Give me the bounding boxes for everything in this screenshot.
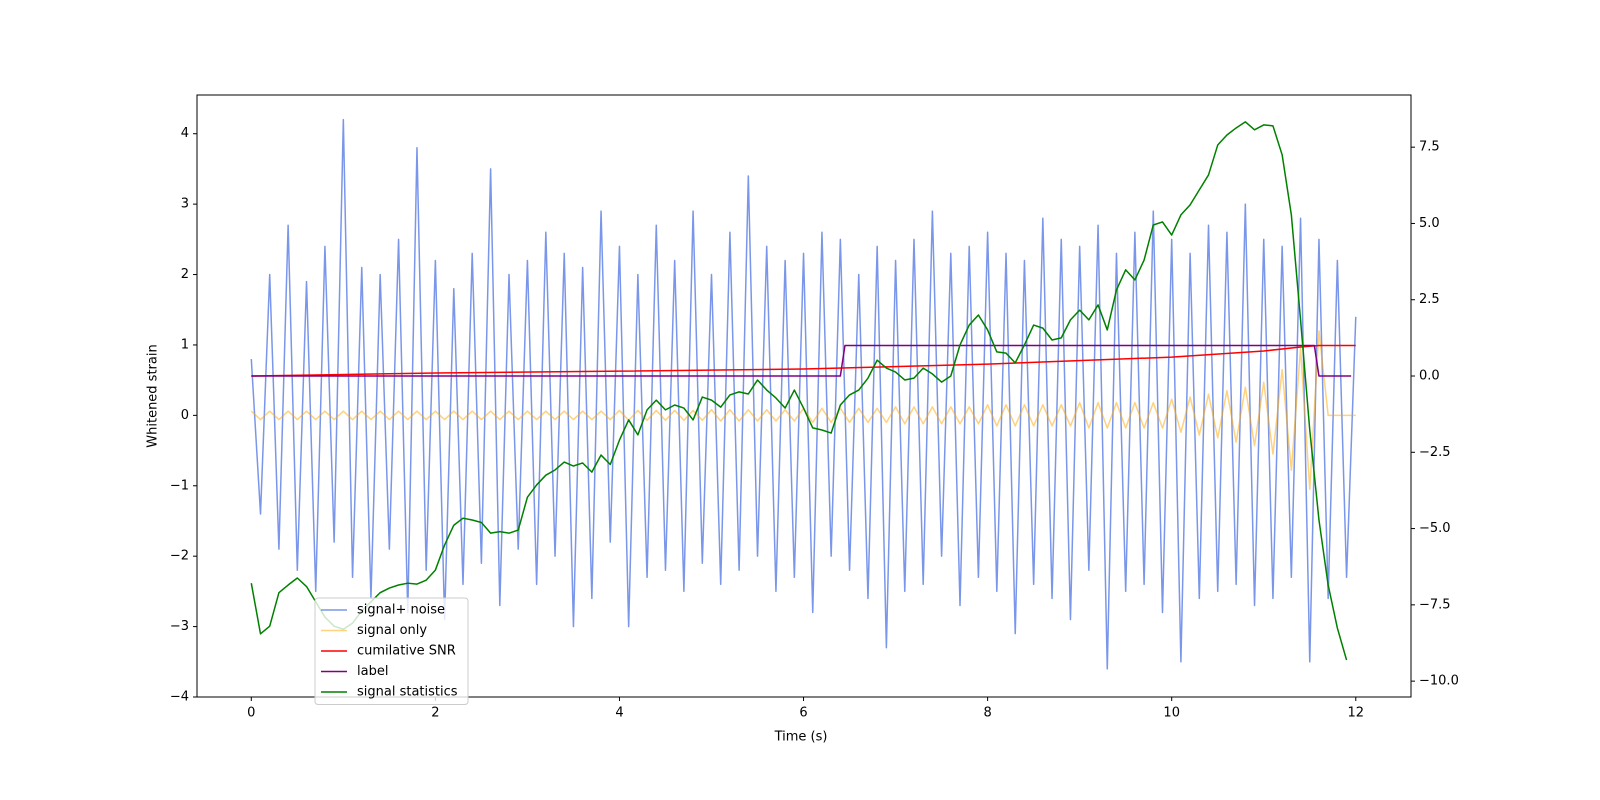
y-tick-label: 1 [181,337,189,352]
series-line [250,330,1356,491]
y2-tick-label: 0.0 [1419,369,1440,384]
series-line [250,121,1348,661]
legend-label: signal+ noise [357,603,445,618]
x-tick-label: 8 [983,706,991,721]
y-tick-label: 3 [181,197,189,212]
y-axis-label: Whitened strain [146,344,161,447]
legend-label: cumilative SNR [357,644,456,659]
x-tick-label: 10 [1163,706,1180,721]
y-tick-label: −3 [170,619,189,634]
y2-tick-label: 7.5 [1419,140,1440,155]
y-tick-label: 0 [181,408,189,423]
x-tick-label: 6 [799,706,807,721]
x-tick-label: 12 [1348,706,1365,721]
y2-tick-label: −2.5 [1419,445,1451,460]
series-line [251,344,1356,377]
x-tick-label: 4 [615,706,623,721]
y2-tick-label: 5.0 [1419,216,1440,231]
x-axis-label: Time (s) [774,730,828,745]
y-tick-label: 2 [181,267,189,282]
y2-tick-label: −5.0 [1419,521,1451,536]
legend: signal+ noise signal only cumilative SNR la… [314,597,469,705]
y-tick-label: −4 [170,690,189,705]
x-tick-label: 2 [431,706,439,721]
y-tick-label: −2 [170,549,189,564]
y2-tick-label: −10.0 [1419,674,1459,689]
y-tick-label: 4 [181,126,189,141]
y2-tick-label: 2.5 [1419,292,1440,307]
legend-label: signal statistics [357,685,458,700]
series-line [251,344,1352,377]
legend-label: label [357,664,388,679]
legend-box [314,597,469,705]
series-line [250,118,1357,670]
x-tick-label: 0 [247,706,255,721]
y-tick-label: −1 [170,478,189,493]
y2-tick-label: −7.5 [1419,597,1451,612]
legend-label: signal only [357,623,427,638]
